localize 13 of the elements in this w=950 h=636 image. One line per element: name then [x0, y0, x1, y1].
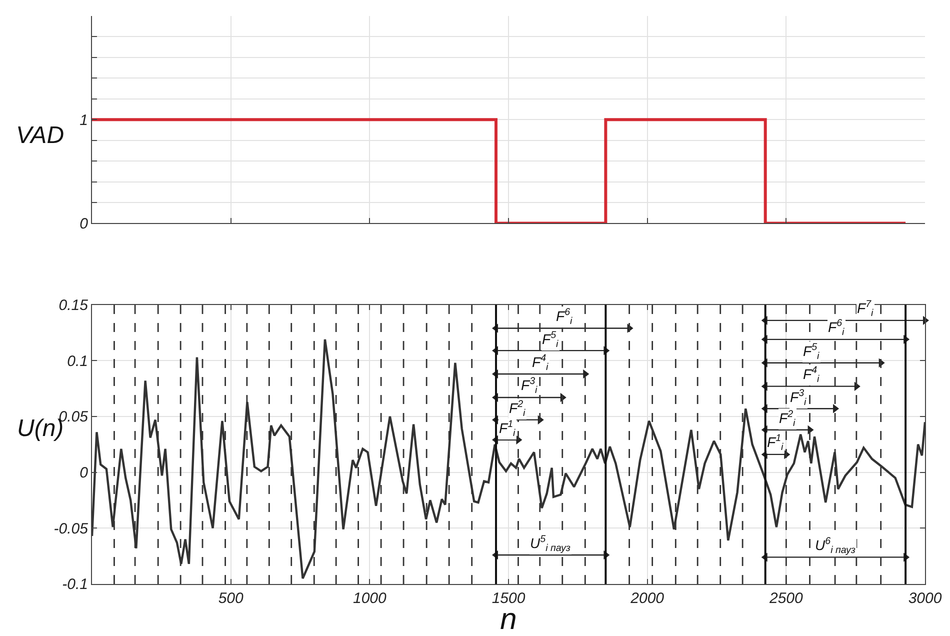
y-tick-label: -0.05: [54, 520, 89, 538]
x-tick-label: 3000: [908, 590, 942, 607]
y-tick-label: 0.15: [58, 297, 89, 314]
y-tick-label: 0.1: [67, 352, 88, 370]
x-tick-label: 2500: [768, 590, 804, 607]
y-axis-title: VAD: [16, 122, 64, 149]
y-tick-label: -0.1: [62, 576, 88, 594]
y-tick-label: 0: [80, 464, 89, 482]
x-tick-label: 1000: [352, 590, 388, 607]
y-tick-label: 0: [80, 215, 89, 232]
x-tick-label: 2000: [630, 590, 665, 607]
y-tick-label: 1: [80, 112, 88, 129]
x-tick-label: 500: [218, 590, 244, 607]
